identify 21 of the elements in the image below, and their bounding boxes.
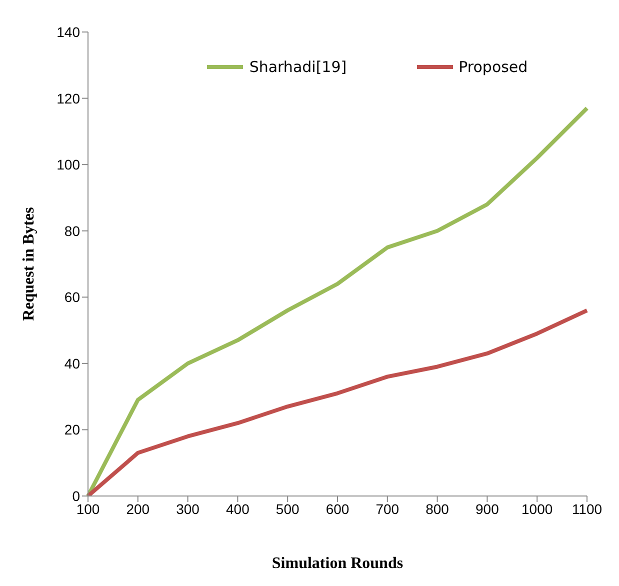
y-tick-label: 80 — [64, 222, 80, 239]
y-tick-label: 100 — [56, 156, 80, 173]
x-axis-title: Simulation Rounds — [272, 555, 404, 572]
y-axis-title: Request in Bytes — [20, 207, 38, 321]
x-tick-label: 800 — [426, 500, 450, 517]
y-tick-label: 20 — [64, 422, 80, 438]
x-tick-label: 200 — [126, 500, 150, 517]
legend-label: Proposed — [458, 58, 528, 76]
legend-label: Sharhadi[19] — [249, 58, 347, 76]
y-tick-label: 120 — [56, 90, 80, 106]
y-tick-label: 40 — [64, 355, 80, 372]
x-tick-label: 300 — [176, 500, 200, 517]
x-tick-label: 1100 — [572, 500, 602, 517]
x-tick-label: 1000 — [522, 500, 553, 517]
x-tick-label: 600 — [326, 500, 350, 517]
x-tick-label: 400 — [226, 500, 250, 517]
y-tick-label: 60 — [64, 289, 80, 306]
x-tick-label: 900 — [476, 500, 500, 517]
y-tick-label: 140 — [56, 24, 80, 40]
x-tick-label: 500 — [276, 500, 300, 517]
x-tick-label: 700 — [376, 500, 400, 517]
